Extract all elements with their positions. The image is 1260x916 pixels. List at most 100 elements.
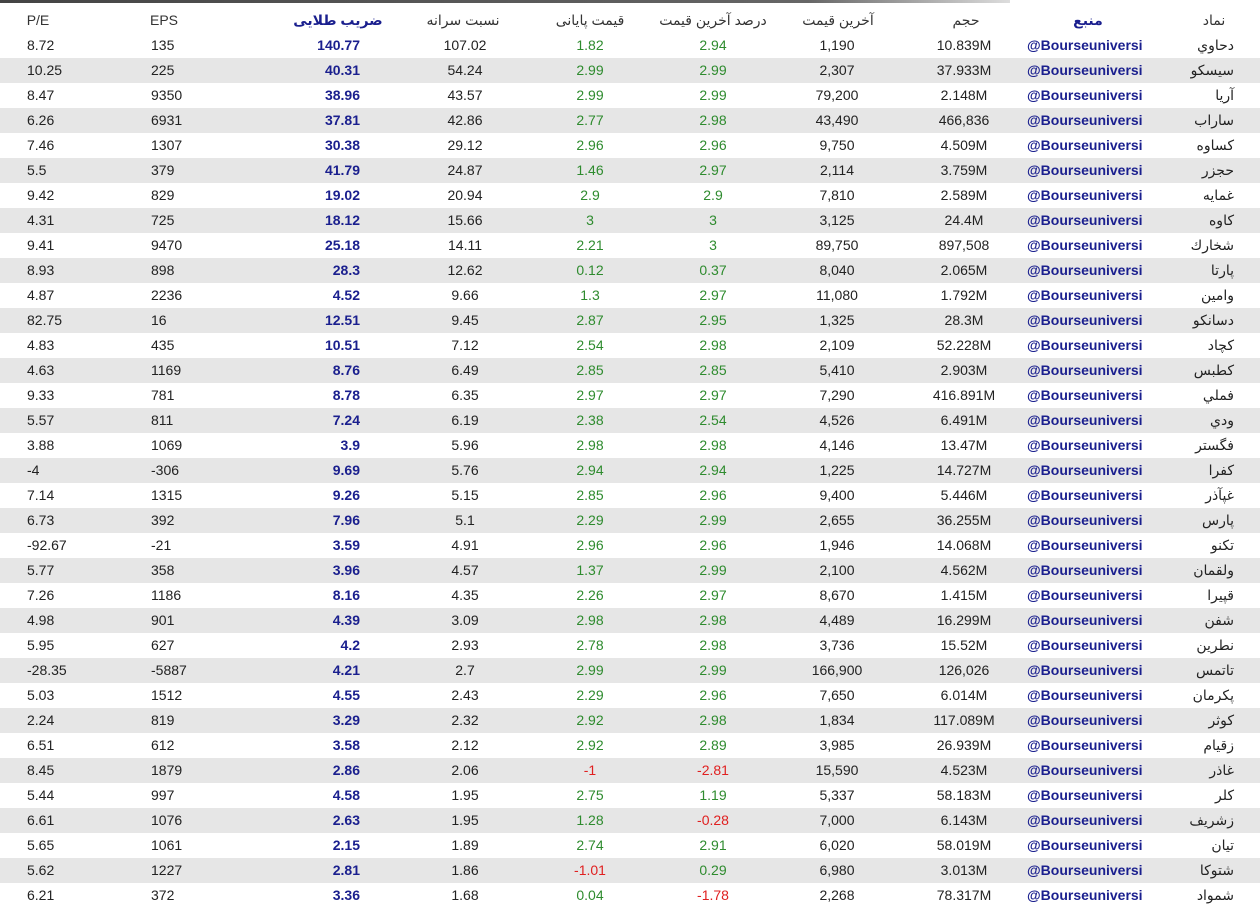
per-capita-ratio-cell: 29.12 xyxy=(447,137,483,153)
table-row: غمايه @Bourseuniversi 2.589M 7,810 2.9 2.9 20.… xyxy=(0,183,1260,208)
table-row: شمواد @Bourseuniversi 78.317M 2,268 -1.78 0.0… xyxy=(0,883,1260,908)
last-price-cell: 2,109 xyxy=(819,337,855,353)
per-capita-ratio-cell: 15.66 xyxy=(447,212,483,228)
last-price-percent-cell: -1.78 xyxy=(697,887,729,903)
source-cell: @Bourseuniversi xyxy=(1027,262,1143,278)
volume-cell: 466,836 xyxy=(938,112,990,128)
symbol-cell: شفن xyxy=(1204,612,1234,628)
pe-cell: 3.88 xyxy=(27,437,55,453)
volume-cell: 6.014M xyxy=(940,687,988,703)
table-row: حجزر @Bourseuniversi 3.759M 2,114 2.97 1.46 24… xyxy=(0,158,1260,183)
volume-cell: 52.228M xyxy=(936,337,992,353)
source-cell: @Bourseuniversi xyxy=(1027,62,1143,78)
last-price-percent-cell: 2.98 xyxy=(699,612,727,628)
close-price-cell: -1 xyxy=(583,762,597,778)
golden-ratio-cell: 3.96 xyxy=(332,562,360,578)
last-price-cell: 3,736 xyxy=(819,637,855,653)
golden-ratio-cell: 28.3 xyxy=(332,262,360,278)
close-price-cell: 2.77 xyxy=(576,112,604,128)
eps-cell: 901 xyxy=(151,612,175,628)
per-capita-ratio-cell: 2.32 xyxy=(451,712,479,728)
last-price-percent-cell: 1.19 xyxy=(699,787,727,803)
volume-cell: 36.255M xyxy=(936,512,992,528)
source-cell: @Bourseuniversi xyxy=(1027,37,1143,53)
table-row: كاوه @Bourseuniversi 24.4M 3,125 3 3 15.66 18.1… xyxy=(0,208,1260,233)
per-capita-ratio-cell: 4.91 xyxy=(451,537,479,553)
volume-cell: 3.013M xyxy=(940,862,988,878)
symbol-cell: زشريف xyxy=(1189,812,1234,828)
per-capita-ratio-cell: 6.19 xyxy=(451,412,479,428)
per-capita-ratio-cell: 42.86 xyxy=(447,112,483,128)
last-price-percent-cell: 2.96 xyxy=(699,487,727,503)
table-row: شفن @Bourseuniversi 16.299M 4,489 2.98 2.98 3.… xyxy=(0,608,1260,633)
close-price-cell: 2.92 xyxy=(576,712,604,728)
last-price-cell: 4,526 xyxy=(819,412,855,428)
table-row: تاتمس @Bourseuniversi 126,026 166,900 2.99 2.… xyxy=(0,658,1260,683)
per-capita-ratio-cell: 1.86 xyxy=(451,862,479,878)
golden-ratio-cell: 30.38 xyxy=(324,137,360,153)
last-price-cell: 1,946 xyxy=(819,537,855,553)
last-price-cell: 15,590 xyxy=(815,762,859,778)
symbol-cell: كاوه xyxy=(1208,212,1234,228)
pe-cell: 4.98 xyxy=(27,612,55,628)
volume-cell: 2.903M xyxy=(940,362,988,378)
pe-cell: 5.95 xyxy=(27,637,55,653)
eps-cell: -306 xyxy=(151,462,180,478)
source-cell: @Bourseuniversi xyxy=(1027,287,1143,303)
table-row: كوثر @Bourseuniversi 117.089M 1,834 2.98 2.92… xyxy=(0,708,1260,733)
volume-cell: 13.47M xyxy=(940,437,988,453)
pe-cell: 8.93 xyxy=(27,262,55,278)
table-row: كلر @Bourseuniversi 58.183M 5,337 1.19 2.75 1.… xyxy=(0,783,1260,808)
last-price-cell: 8,040 xyxy=(819,262,855,278)
golden-ratio-cell: 2.86 xyxy=(332,762,360,778)
eps-cell: 1315 xyxy=(151,487,183,503)
golden-ratio-cell: 7.24 xyxy=(332,412,360,428)
last-price-percent-cell: 2.96 xyxy=(699,537,727,553)
column-header: EPS xyxy=(149,12,178,28)
source-cell: @Bourseuniversi xyxy=(1027,537,1143,553)
last-price-cell: 3,985 xyxy=(819,737,855,753)
per-capita-ratio-cell: 12.62 xyxy=(447,262,483,278)
golden-ratio-cell: 4.21 xyxy=(332,662,360,678)
volume-cell: 58.183M xyxy=(936,787,992,803)
last-price-percent-cell: 2.99 xyxy=(699,562,727,578)
symbol-cell: نطرين xyxy=(1196,637,1234,653)
golden-ratio-cell: 4.52 xyxy=(332,287,360,303)
source-cell: @Bourseuniversi xyxy=(1027,862,1143,878)
close-price-cell: 1.3 xyxy=(580,287,600,303)
close-price-cell: 2.97 xyxy=(576,387,604,403)
table-row: فملي @Bourseuniversi 416.891M 7,290 2.97 2.97… xyxy=(0,383,1260,408)
symbol-cell: فملي xyxy=(1202,387,1234,403)
last-price-cell: 1,325 xyxy=(819,312,855,328)
close-price-cell: 2.96 xyxy=(576,137,604,153)
column-header: منبع xyxy=(1073,12,1103,28)
last-price-cell: 1,834 xyxy=(819,712,855,728)
golden-ratio-cell: 25.18 xyxy=(324,237,360,253)
table-row: قپيرا @Bourseuniversi 1.415M 8,670 2.97 2.26 4… xyxy=(0,583,1260,608)
source-cell: @Bourseuniversi xyxy=(1027,662,1143,678)
source-cell: @Bourseuniversi xyxy=(1027,187,1143,203)
eps-cell: 997 xyxy=(151,787,175,803)
pe-cell: 5.65 xyxy=(27,837,55,853)
eps-cell: 1169 xyxy=(151,362,182,378)
per-capita-ratio-cell: 20.94 xyxy=(447,187,483,203)
golden-ratio-cell: 9.69 xyxy=(332,462,360,478)
source-cell: @Bourseuniversi xyxy=(1027,362,1143,378)
symbol-cell: پارس xyxy=(1201,512,1234,528)
golden-ratio-cell: 2.63 xyxy=(332,812,360,828)
close-price-cell: 2.21 xyxy=(576,237,604,253)
source-cell: @Bourseuniversi xyxy=(1027,887,1143,903)
close-price-cell: 1.82 xyxy=(576,37,604,53)
column-header: ضریب طلایی xyxy=(293,12,383,28)
pe-cell: 7.14 xyxy=(27,487,55,503)
last-price-percent-cell: 2.54 xyxy=(699,412,727,428)
table-row: ودي @Bourseuniversi 6.491M 4,526 2.54 2.38 6.1… xyxy=(0,408,1260,433)
per-capita-ratio-cell: 9.45 xyxy=(451,312,479,328)
symbol-cell: فگستر xyxy=(1195,437,1234,453)
table-row: غاذر @Bourseuniversi 4.523M 15,590 -2.81 -1 2.… xyxy=(0,758,1260,783)
close-price-cell: 1.37 xyxy=(576,562,604,578)
table-row: فگستر @Bourseuniversi 13.47M 4,146 2.98 2.98 5… xyxy=(0,433,1260,458)
column-header: P/E xyxy=(26,12,50,28)
close-price-cell: 0.04 xyxy=(576,887,604,903)
